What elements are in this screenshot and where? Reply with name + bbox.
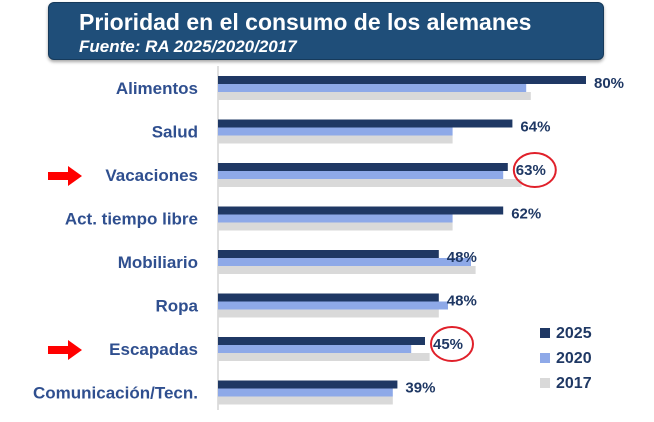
bar-2025-ropa — [218, 293, 439, 302]
value-label-ropa: 48% — [447, 293, 477, 310]
value-label-alimentos: 80% — [594, 75, 624, 92]
value-label-salud: 64% — [520, 119, 550, 136]
category-label-ropa: Ropa — [156, 297, 199, 316]
category-label-mobiliario: Mobiliario — [118, 253, 198, 272]
chart-subtitle: Fuente: RA 2025/2020/2017 — [79, 37, 297, 56]
value-label-act-tiempo-libre: 62% — [511, 206, 541, 223]
bar-2017-vacaciones — [218, 179, 522, 187]
bar-2020-vacaciones — [218, 171, 504, 179]
bar-2017-mobiliario — [218, 266, 476, 274]
bar-2017-salud — [218, 135, 453, 144]
bar-2020-escapadas — [218, 345, 412, 353]
bar-2025-alimentos — [218, 76, 586, 84]
category-label-alimentos: Alimentos — [116, 79, 198, 98]
category-label-escapadas: Escapadas — [109, 340, 198, 359]
legend-swatch-2017 — [540, 378, 550, 388]
title-box: Prioridad en el consumo de los alemanes … — [48, 2, 604, 60]
value-label-vacaciones: 63% — [516, 162, 546, 179]
value-label-escapadas: 45% — [433, 336, 463, 353]
legend-swatch-2020 — [540, 353, 550, 363]
legend-label-2025: 2025 — [556, 325, 592, 342]
bar-2020-mobiliario — [218, 258, 471, 266]
bar-2017-alimentos — [218, 92, 531, 100]
highlight-arrow-icon-vacaciones — [48, 166, 82, 186]
legend-swatch-2025 — [540, 328, 550, 338]
bar-2017-ropa — [218, 309, 439, 318]
highlight-circle-vacaciones — [512, 152, 557, 188]
highlight-circle-escapadas — [430, 326, 474, 362]
category-label-act-tiempo-libre: Act. tiempo libre — [65, 210, 198, 229]
bar-2020-comunicacion-tecn — [218, 388, 393, 397]
legend-label-2020: 2020 — [556, 350, 592, 367]
bar-2020-alimentos — [218, 84, 527, 92]
bar-2020-salud — [218, 127, 453, 136]
bar-2025-mobiliario — [218, 250, 439, 258]
highlight-arrow-icon-escapadas — [48, 340, 82, 360]
bar-2020-act-tiempo-libre — [218, 214, 453, 223]
bar-2017-comunicacion-tecn — [218, 396, 393, 405]
category-label-vacaciones: Vacaciones — [105, 166, 198, 185]
chart-title: Prioridad en el consumo de los alemanes — [79, 9, 532, 35]
legend-label-2017: 2017 — [556, 375, 592, 392]
bar-2020-ropa — [218, 301, 448, 310]
bar-2017-act-tiempo-libre — [218, 222, 453, 231]
bar-2017-escapadas — [218, 353, 430, 361]
bar-2025-vacaciones — [218, 163, 508, 171]
value-label-mobiliario: 48% — [447, 249, 477, 266]
bar-2025-act-tiempo-libre — [218, 206, 504, 215]
category-label-salud: Salud — [152, 123, 198, 142]
category-label-comunicacion-tecn: Comunicación/Tecn. — [33, 384, 198, 403]
bar-2025-escapadas — [218, 337, 425, 345]
value-label-comunicacion-tecn: 39% — [405, 380, 435, 397]
bar-2025-comunicacion-tecn — [218, 380, 398, 389]
bar-2025-salud — [218, 119, 513, 128]
